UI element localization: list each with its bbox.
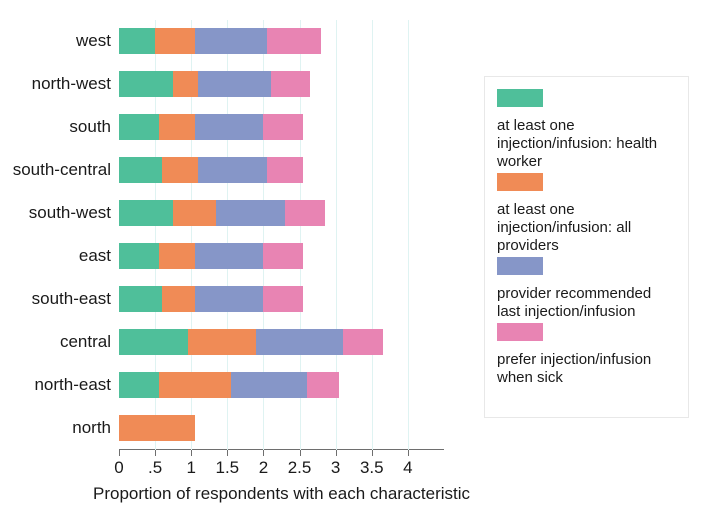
y-tick-label: east	[79, 246, 119, 266]
bar-row	[119, 71, 310, 97]
legend-label: prefer injection/infusion when sick	[497, 351, 676, 387]
legend-label: at least one injection/infusion: all pro…	[497, 201, 676, 255]
y-tick-label: south-west	[29, 203, 119, 223]
bar-segment	[162, 286, 195, 312]
y-tick-label: west	[76, 31, 119, 51]
bar-segment	[119, 286, 162, 312]
bar-segment	[195, 114, 264, 140]
gridline	[408, 20, 409, 450]
bar-segment	[173, 71, 198, 97]
x-tick-label: 2	[259, 450, 268, 478]
y-tick-label: south	[69, 117, 119, 137]
bar-segment	[173, 200, 216, 226]
bar-segment	[263, 286, 303, 312]
bar-segment	[267, 28, 321, 54]
bar-segment	[195, 28, 267, 54]
bar-segment	[343, 329, 383, 355]
legend-swatch	[497, 173, 543, 191]
bar-segment	[119, 157, 162, 183]
bar-segment	[188, 329, 257, 355]
bar-segment	[198, 71, 270, 97]
x-tick-label: 3	[331, 450, 340, 478]
x-tick-label: 2.5	[288, 450, 312, 478]
chart-container: Proportion of respondents with each char…	[0, 0, 711, 517]
legend-swatch	[497, 323, 543, 341]
bar-segment	[307, 372, 340, 398]
gridline	[372, 20, 373, 450]
bar-segment	[119, 329, 188, 355]
legend-swatch	[497, 257, 543, 275]
bar-row	[119, 329, 383, 355]
bar-segment	[119, 372, 159, 398]
y-tick-label: south-east	[32, 289, 119, 309]
bar-segment	[119, 415, 195, 441]
bar-row	[119, 28, 321, 54]
bar-row	[119, 243, 303, 269]
x-tick-label: 1.5	[216, 450, 240, 478]
x-tick-label: 3.5	[360, 450, 384, 478]
y-tick-label: south-central	[13, 160, 119, 180]
x-tick-label: 0	[114, 450, 123, 478]
y-tick-label: north	[72, 418, 119, 438]
bar-segment	[119, 28, 155, 54]
bar-segment	[216, 200, 285, 226]
bar-segment	[198, 157, 267, 183]
bar-segment	[271, 71, 311, 97]
bar-segment	[256, 329, 343, 355]
bar-segment	[162, 157, 198, 183]
bar-segment	[159, 372, 231, 398]
bar-segment	[159, 114, 195, 140]
bar-row	[119, 286, 303, 312]
bar-segment	[119, 200, 173, 226]
y-tick-label: north-west	[32, 74, 119, 94]
bar-segment	[195, 243, 264, 269]
legend-swatch	[497, 89, 543, 107]
bar-segment	[263, 243, 303, 269]
x-tick-label: 4	[403, 450, 412, 478]
legend-label: provider recommended last injection/infu…	[497, 285, 676, 321]
bar-row	[119, 114, 303, 140]
bar-segment	[119, 243, 159, 269]
bar-row	[119, 372, 339, 398]
plot-area: Proportion of respondents with each char…	[119, 20, 444, 450]
bar-segment	[231, 372, 307, 398]
y-tick-label: north-east	[34, 375, 119, 395]
legend-label: at least one injection/infusion: health …	[497, 117, 676, 171]
legend-swatch	[497, 389, 543, 407]
bar-row	[119, 157, 303, 183]
bar-segment	[285, 200, 325, 226]
bar-segment	[195, 286, 264, 312]
bar-segment	[263, 114, 303, 140]
legend: at least one injection/infusion: health …	[484, 76, 689, 418]
x-tick-label: 1	[186, 450, 195, 478]
bar-row	[119, 415, 195, 441]
bar-segment	[155, 28, 195, 54]
y-tick-label: central	[60, 332, 119, 352]
bar-segment	[159, 243, 195, 269]
bar-row	[119, 200, 325, 226]
bar-segment	[119, 71, 173, 97]
x-tick-label: .5	[148, 450, 162, 478]
bar-segment	[267, 157, 303, 183]
bar-segment	[119, 114, 159, 140]
